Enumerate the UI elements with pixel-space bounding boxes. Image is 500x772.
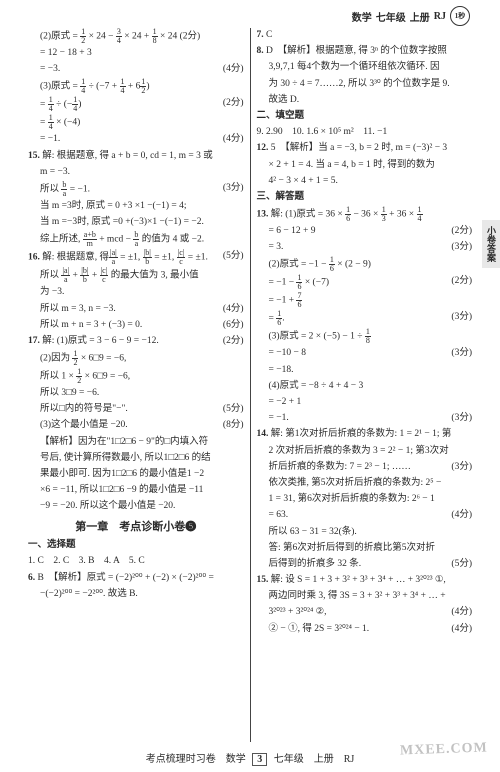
subsection-select: 一、选择题 [28, 538, 244, 553]
q13-line: (3)原式 = 2 × (−5) − 1 ÷ 18 [257, 328, 473, 345]
q15-line: m = −3. [28, 165, 244, 180]
q13-line: = −18. [257, 363, 473, 378]
q14-line: 依次类推, 第5次对折后折痕的条数为: 2⁵ − [257, 476, 473, 491]
subsection-fill: 二、填空题 [257, 109, 473, 124]
q15-line: 当 m =3时, 原式 = 0 +3 ×1 −(−1) = 4; [28, 199, 244, 214]
q15r-line: 3²⁰²³ + 3²⁰²⁴ ②,(4分) [257, 605, 473, 620]
answer-12: × 2 + 1 = 4. 当 a = 4, b = 1 时, 得到的数为 [257, 158, 473, 173]
q17-line: 17. 解: (1)原式 = 3 − 6 − 9 = −12.(2分) [28, 334, 244, 349]
expr-line: = 14 ÷ (−14)(2分) [28, 96, 244, 113]
q15r-line: ② − ①, 得 2S = 3²⁰²⁴ − 1.(4分) [257, 622, 473, 637]
header-subject: 数学 [352, 9, 372, 24]
q13-line: 13. 解: (1)原式 = 36 × 16 − 36 × 13 + 36 × … [257, 206, 473, 223]
q13-line: = 3.(3分) [257, 240, 473, 255]
q15-line: 15. 解: 根据题意, 得 a + b = 0, cd = 1, m = 3 … [28, 149, 244, 164]
q14-line: 14. 解: 第1次对折后折痕的条数为: 1 = 2¹ − 1; 第 [257, 427, 473, 442]
q17-analysis: 果最小即可. 因为1□2□6 的最小值是1 −2 [28, 467, 244, 482]
expr-line: = −1.(4分) [28, 132, 244, 147]
q13-line: = 6 − 12 + 9 [257, 224, 473, 239]
q14-line: 后得到的折痕多 32 条.(5分) [257, 557, 473, 572]
answers-9-11: 9. 2.90 10. 1.6 × 10⁵ m² 11. −1 [257, 125, 473, 140]
q14-line: 1 = 31, 第6次对折后折痕的条数为: 2⁶ − 1 [257, 492, 473, 507]
answer-6: 6. B 【解析】原式 = (−2)²⁰⁰ + (−2) × (−2)²⁰⁰ = [28, 571, 244, 586]
q17-analysis: −9 = −20. 所以这个最小值是 −20. [28, 499, 244, 514]
q17-line: (2)因为 12 × 6□9 = −6, [28, 350, 244, 367]
q16-line: 为 −3. [28, 285, 244, 300]
page-number: 3 [252, 753, 267, 766]
q13-line: = −1 − 16 × (−7)(2分) [257, 274, 473, 291]
content-columns: (2)原式 = 12 × 24 − 34 × 24 + 18 × 24 (2分)… [28, 28, 472, 742]
q14-line: 所以 63 − 31 = 32(条). [257, 525, 473, 540]
section-title: 第一章 考点诊断小卷❺ [28, 519, 244, 537]
q17-line: 所以□内的符号是"−".(5分) [28, 402, 244, 417]
header-badge-icon: 1秒 [450, 6, 470, 26]
q14-line: 2 次对折后折痕的条数为 3 = 2² − 1; 第3次对 [257, 444, 473, 459]
answer-7: 7. C [257, 28, 473, 43]
q16-line: 16. 解: 根据题意, 得|a|a = ±1, |b|b = ±1, |c|c… [28, 249, 244, 266]
answer-8: 为 30 ÷ 4 = 7……2, 所以 3³⁰ 的个位数字是 9. [257, 77, 473, 92]
answer-12: 4² − 3 × 4 + 1 = 5. [257, 174, 473, 189]
q17-line: (3)这个最小值是 −20.(8分) [28, 418, 244, 433]
q15-line: 所以 ba = −1.(3分) [28, 181, 244, 198]
q16-line: 所以 m = 3, n = −3.(4分) [28, 302, 244, 317]
q15r-line: 15. 解: 设 S = 1 + 3 + 3² + 3³ + 3⁴ + … + … [257, 573, 473, 588]
page-header: 数学 七年级 上册 RJ 1秒 [352, 6, 470, 26]
q16-line: 所以 |a|a + |b|b + |c|c 的最大值为 3, 最小值 [28, 267, 244, 284]
q14-line: 答: 第6次对折后得到的折痕比第5次对折 [257, 541, 473, 556]
answers-1-5: 1. C 2. C 3. B 4. A 5. C [28, 554, 244, 569]
answer-8: 3,9,7,1 每4个数为一个循环组依次循环. 因 [257, 60, 473, 75]
answer-12: 12. 5 【解析】当 a = −3, b = 2 时, m = (−3)² −… [257, 141, 473, 156]
q15-line: 综上所述, a+bm + mcd − ba 的值为 4 或 −2. [28, 231, 244, 248]
subsection-answer: 三、解答题 [257, 190, 473, 205]
q13-line: = 16.(3分) [257, 310, 473, 327]
q13-line: = −1 + 76 [257, 292, 473, 309]
q14-line: = 63.(4分) [257, 508, 473, 523]
watermark-text: MXEE.COM [400, 740, 488, 759]
answer-8: 故选 D. [257, 93, 473, 108]
right-column: 7. C 8. D 【解析】根据题意, 得 3ⁿ 的个位数字按照 3,9,7,1… [250, 28, 473, 742]
q13-line: (2)原式 = −1 − 16 × (2 − 9) [257, 256, 473, 273]
q13-line: = −2 + 1 [257, 395, 473, 410]
footer-right: 七年级 上册 RJ [274, 754, 355, 765]
q13-line: = −10 − 8(3分) [257, 346, 473, 361]
answer-8: 8. D 【解析】根据题意, 得 3ⁿ 的个位数字按照 [257, 44, 473, 59]
q13-line: = −1.(3分) [257, 411, 473, 426]
footer-left: 考点梳理时习卷 数学 [146, 754, 246, 765]
q16-line: 所以 m + n = 3 + (−3) = 0.(6分) [28, 318, 244, 333]
q15-line: 当 m =−3时, 原式 =0 +(−3)×1 −(−1) = −2. [28, 215, 244, 230]
q17-line: 所以 1 × 12 × 6□9 = −6, [28, 368, 244, 385]
answer-6: −(−2)²⁰⁰ = −2²⁰⁰. 故选 B. [28, 587, 244, 602]
expr-line: = 12 − 18 + 3 [28, 46, 244, 61]
side-tab-label: 小卷答案 [482, 220, 500, 268]
q17-analysis: 号后, 使计算所得数最小, 所以1□2□6 的结 [28, 451, 244, 466]
q17-analysis: ×6 = −11, 所以1□2□6 −9 的最小值是 −11 [28, 483, 244, 498]
header-grade: 七年级 [376, 9, 406, 24]
header-edition: RJ [434, 11, 446, 22]
q14-line: 折后折痕的条数为: 7 = 2³ − 1; ……(3分) [257, 460, 473, 475]
expr-line: (2)原式 = 12 × 24 − 34 × 24 + 18 × 24 (2分) [28, 28, 244, 45]
expr-line: (3)原式 = 14 ÷ (−7 + 14 + 612) [28, 78, 244, 95]
left-column: (2)原式 = 12 × 24 − 34 × 24 + 18 × 24 (2分)… [28, 28, 250, 742]
q13-line: (4)原式 = −8 ÷ 4 + 4 − 3 [257, 379, 473, 394]
q17-line: 所以 3□9 = −6. [28, 386, 244, 401]
expr-line: = −3.(4分) [28, 62, 244, 77]
q17-analysis: 【解析】因为在"1□2□6 − 9"的□内填入符 [28, 435, 244, 450]
header-volume: 上册 [410, 9, 430, 24]
expr-line: = 14 × (−4) [28, 114, 244, 131]
q15r-line: 两边同时乘 3, 得 3S = 3 + 3² + 3³ + 3⁴ + … + [257, 589, 473, 604]
